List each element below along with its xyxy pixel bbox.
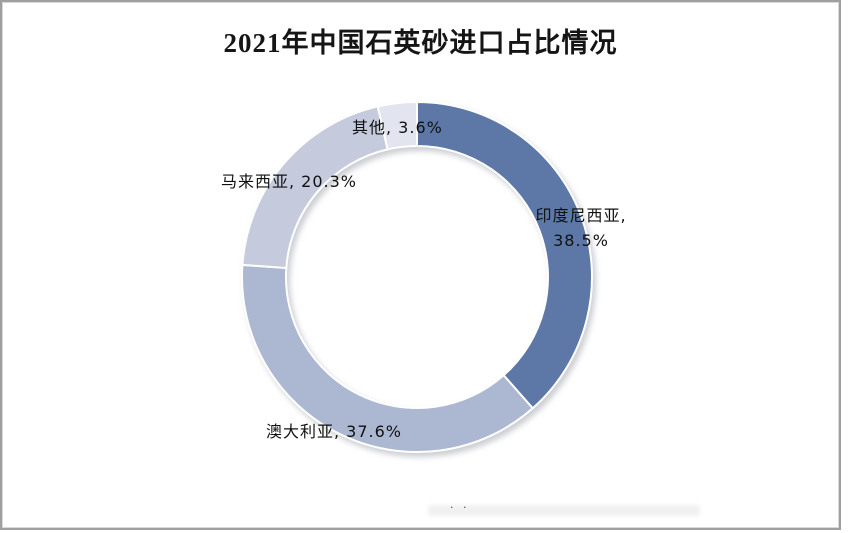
- data-label-australia: 澳大利亚, 37.6%: [266, 422, 403, 441]
- donut-slice-2: [241, 263, 535, 453]
- data-label-indonesia-line2: 38.5%: [553, 231, 609, 250]
- watermark-dots: · ·: [450, 501, 470, 514]
- donut-slice-4: [376, 100, 418, 151]
- data-label-malaysia: 马来西亚, 20.3%: [221, 172, 358, 191]
- data-label-indonesia: 印度尼西亚, 38.5%: [508, 203, 654, 253]
- chart-title: 2021年中国石英砂进口占比情况: [223, 28, 618, 58]
- data-label-indonesia-line1: 印度尼西亚,: [535, 206, 627, 225]
- donut-slice-1: [416, 100, 593, 410]
- watermark-smudge: [428, 505, 700, 516]
- data-label-other: 其他, 3.6%: [352, 118, 443, 137]
